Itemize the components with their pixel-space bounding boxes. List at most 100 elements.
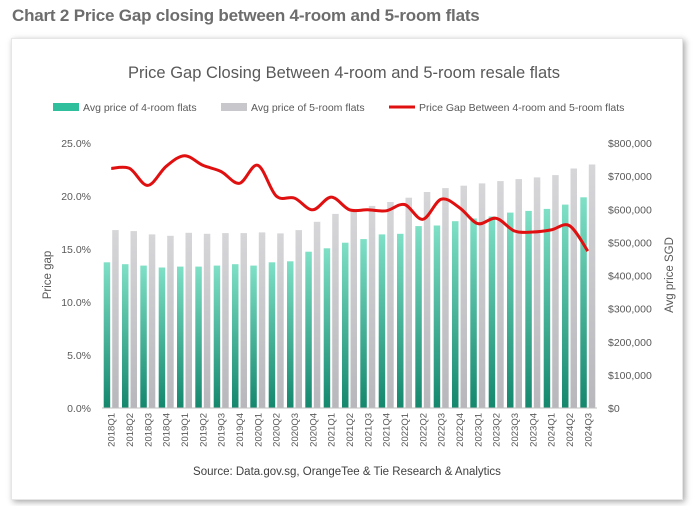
bar-4room [562,204,569,408]
bar-5room [533,177,541,408]
bar-4room [177,266,184,408]
bar-5room [552,175,559,408]
bar-4room [433,225,441,408]
x-tick-label: 2023Q4 [528,413,539,447]
bar-5room [112,230,119,408]
bar-4room [122,264,129,408]
x-tick-label: 2021Q1 [327,413,338,447]
chart-title: Price Gap Closing Between 4-room and 5-r… [128,64,560,82]
left-tick-label: 5.0% [67,350,91,362]
x-tick-label: 2018Q2 [125,413,136,447]
bar-5room [515,179,522,408]
right-tick-label: $100,000 [608,370,652,382]
bar-4room [525,210,532,408]
bar-5room [460,185,467,408]
right-axis: $800,000 $700,000 $600,000 $500,000 $400,000… [608,138,652,415]
bar-5room [423,192,431,408]
left-axis-label: Price gap [42,251,54,300]
x-tick-label: 2023Q2 [492,413,503,447]
bar-5room [570,168,577,408]
bar-5room [588,164,596,408]
bar-4room [158,267,166,408]
bar-4room [507,212,514,408]
bar-5room [258,232,266,408]
bar-4room [268,262,276,409]
price-gap-line [111,154,590,252]
bar-5room [332,213,339,408]
bar-4room [397,233,404,408]
x-tick-label: 2022Q3 [437,413,448,447]
bar-5room [222,233,229,408]
legend-label-5room: Avg price of 5-room flats [251,102,365,114]
x-tick-label: 2024Q1 [547,413,558,447]
bar-5room [130,231,137,408]
bar-4room [543,208,551,408]
right-tick-label: $0 [608,403,620,415]
x-tick-label: 2020Q4 [308,413,319,447]
x-tick-label: 2019Q2 [198,413,209,447]
bar-5room [313,221,321,408]
bar-5room [442,188,449,408]
bar-4room [323,248,331,408]
page-heading: Chart 2 Price Gap closing between 4-room… [12,6,480,25]
x-tick-label: 2019Q1 [180,413,191,447]
bar-4room [378,234,386,408]
bar-5room [497,181,504,408]
bar-5room [240,233,247,408]
x-axis: 2018Q1 2018Q2 2018Q3 2018Q4 2019Q1 2019Q2 2019… [107,413,595,447]
x-tick-label: 2021Q3 [363,413,374,447]
x-tick-label: 2018Q1 [107,413,118,447]
bar-5room [405,197,412,408]
bar-5room [167,235,174,409]
bar-5room [387,202,394,408]
line-layer [111,154,590,252]
x-tick-label: 2018Q3 [143,413,154,447]
right-tick-label: $400,000 [608,271,652,283]
bar-5room [350,208,357,408]
right-tick-label: $700,000 [608,171,652,183]
x-tick-label: 2020Q2 [272,413,283,447]
x-tick-label: 2023Q1 [473,413,484,447]
right-tick-label: $800,000 [608,138,652,150]
bar-5room [478,183,486,408]
bar-5room [277,233,284,408]
right-tick-label: $600,000 [608,204,652,216]
legend: Avg price of 4-room flats Avg price of 5… [53,102,624,114]
bar-4room [470,218,477,408]
x-tick-label: 2019Q4 [235,413,246,447]
bar-4room [488,216,496,408]
legend-swatch-5room [221,103,247,111]
bar-4room [103,262,111,409]
x-tick-label: 2022Q4 [455,413,466,447]
bar-4room [305,251,312,408]
bar-4room [213,265,221,408]
right-tick-label: $500,000 [608,237,652,249]
bar-4room [287,261,294,408]
bar-4room [360,239,367,408]
bar-4room [415,226,422,408]
bar-5room [203,233,211,408]
bar-layer [103,164,596,409]
legend-swatch-4room [53,103,79,111]
bar-5room [295,230,302,408]
bar-4room [250,265,257,408]
source-note: Source: Data.gov.sg, OrangeTee & Tie Res… [193,466,501,478]
left-tick-label: 15.0% [61,244,91,256]
x-tick-label: 2019Q3 [217,413,228,447]
right-tick-label: $200,000 [608,337,652,349]
bar-5room [368,205,376,408]
right-axis-label: Avg price SGD [664,237,676,313]
x-tick-label: 2022Q2 [418,413,429,447]
bar-4room [580,197,587,408]
legend-label-gap: Price Gap Between 4-room and 5-room flat… [419,102,624,114]
left-tick-label: 25.0% [61,138,91,150]
bar-4room [452,221,459,408]
bar-4room [232,264,239,408]
bar-4room [342,242,349,408]
bar-5room [185,232,192,408]
x-tick-label: 2020Q1 [253,413,264,447]
x-tick-label: 2018Q4 [162,413,173,447]
x-tick-label: 2024Q2 [565,413,576,447]
left-tick-label: 10.0% [61,297,91,309]
